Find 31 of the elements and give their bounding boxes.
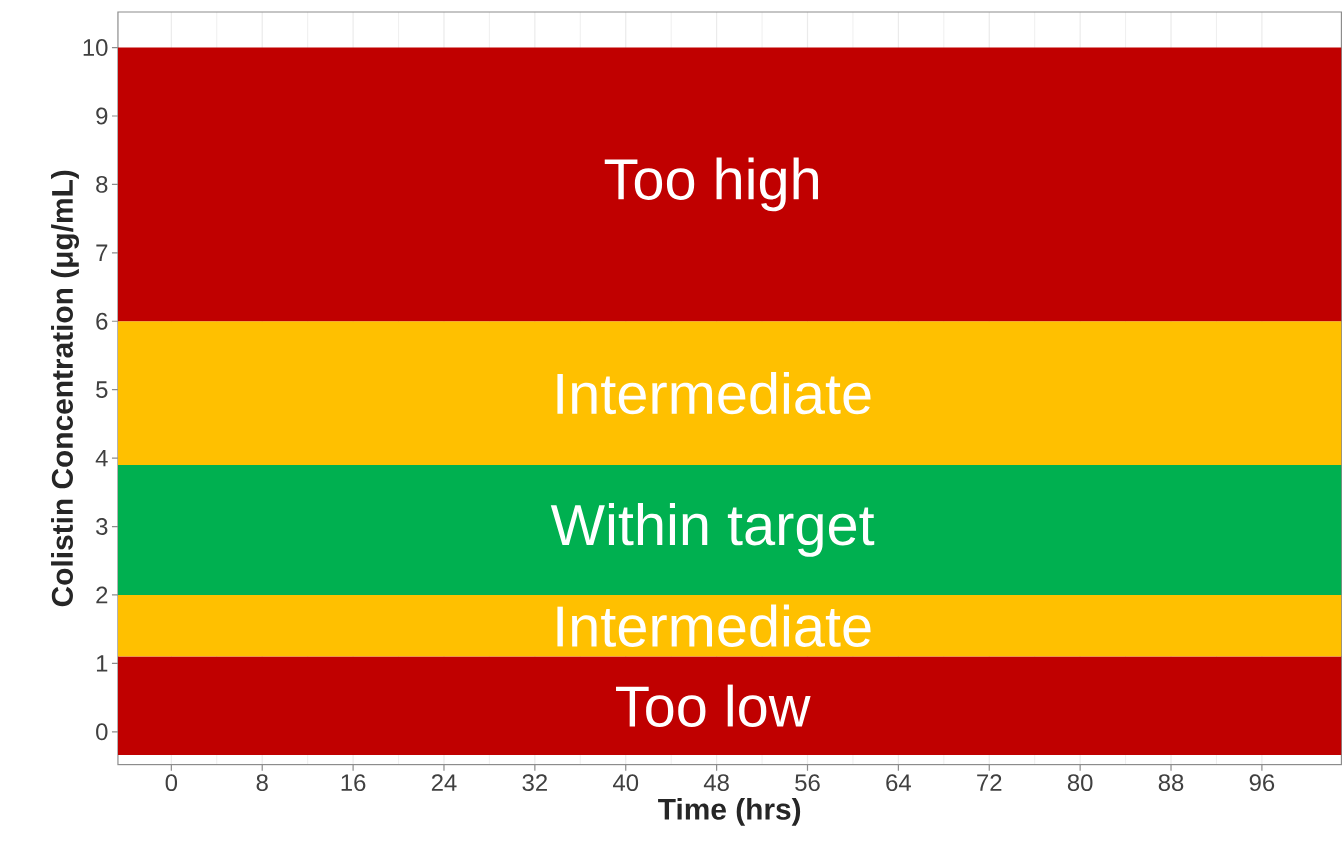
y-tick-label: 4 bbox=[95, 450, 108, 467]
x-tick-label: 40 bbox=[613, 774, 639, 792]
y-tick-label: 8 bbox=[96, 176, 108, 194]
x-tick-label: 48 bbox=[703, 774, 729, 792]
band-label: Intermediate bbox=[557, 604, 871, 648]
y-tick-label: 9 bbox=[96, 107, 108, 125]
y-axis-title: Colistin Concentration (μg/mL) bbox=[51, 170, 79, 607]
x-tick-label: 72 bbox=[977, 774, 1002, 792]
band-label: Intermediate bbox=[557, 372, 871, 415]
y-tick-label: 0 bbox=[96, 723, 108, 741]
y-tick-label: 2 bbox=[96, 586, 108, 604]
x-tick-label: 24 bbox=[431, 774, 457, 792]
y-tick-label: 6 bbox=[96, 312, 108, 330]
y-tick-label: 7 bbox=[96, 244, 108, 262]
x-tick-label: 16 bbox=[341, 774, 366, 792]
y-tick-label: 1 bbox=[96, 655, 108, 672]
x-tick-label: 32 bbox=[522, 774, 547, 792]
x-tick-label: 88 bbox=[1158, 774, 1184, 792]
x-tick-label: 8 bbox=[256, 774, 268, 792]
y-tick-label: 10 bbox=[83, 39, 108, 57]
y-tick-label: 5 bbox=[96, 381, 108, 399]
band-label: Too low bbox=[616, 684, 811, 728]
x-axis-title: Time (hrs) bbox=[658, 798, 801, 826]
y-tick-label: 3 bbox=[96, 518, 108, 536]
band-label: Too high bbox=[604, 157, 818, 212]
band-label: Within target bbox=[550, 503, 875, 558]
x-tick-label: 64 bbox=[886, 774, 911, 792]
x-tick-label: 0 bbox=[165, 774, 178, 792]
x-tick-label: 80 bbox=[1067, 774, 1093, 792]
x-tick-label: 96 bbox=[1249, 774, 1275, 792]
x-tick-label: 56 bbox=[795, 774, 820, 792]
